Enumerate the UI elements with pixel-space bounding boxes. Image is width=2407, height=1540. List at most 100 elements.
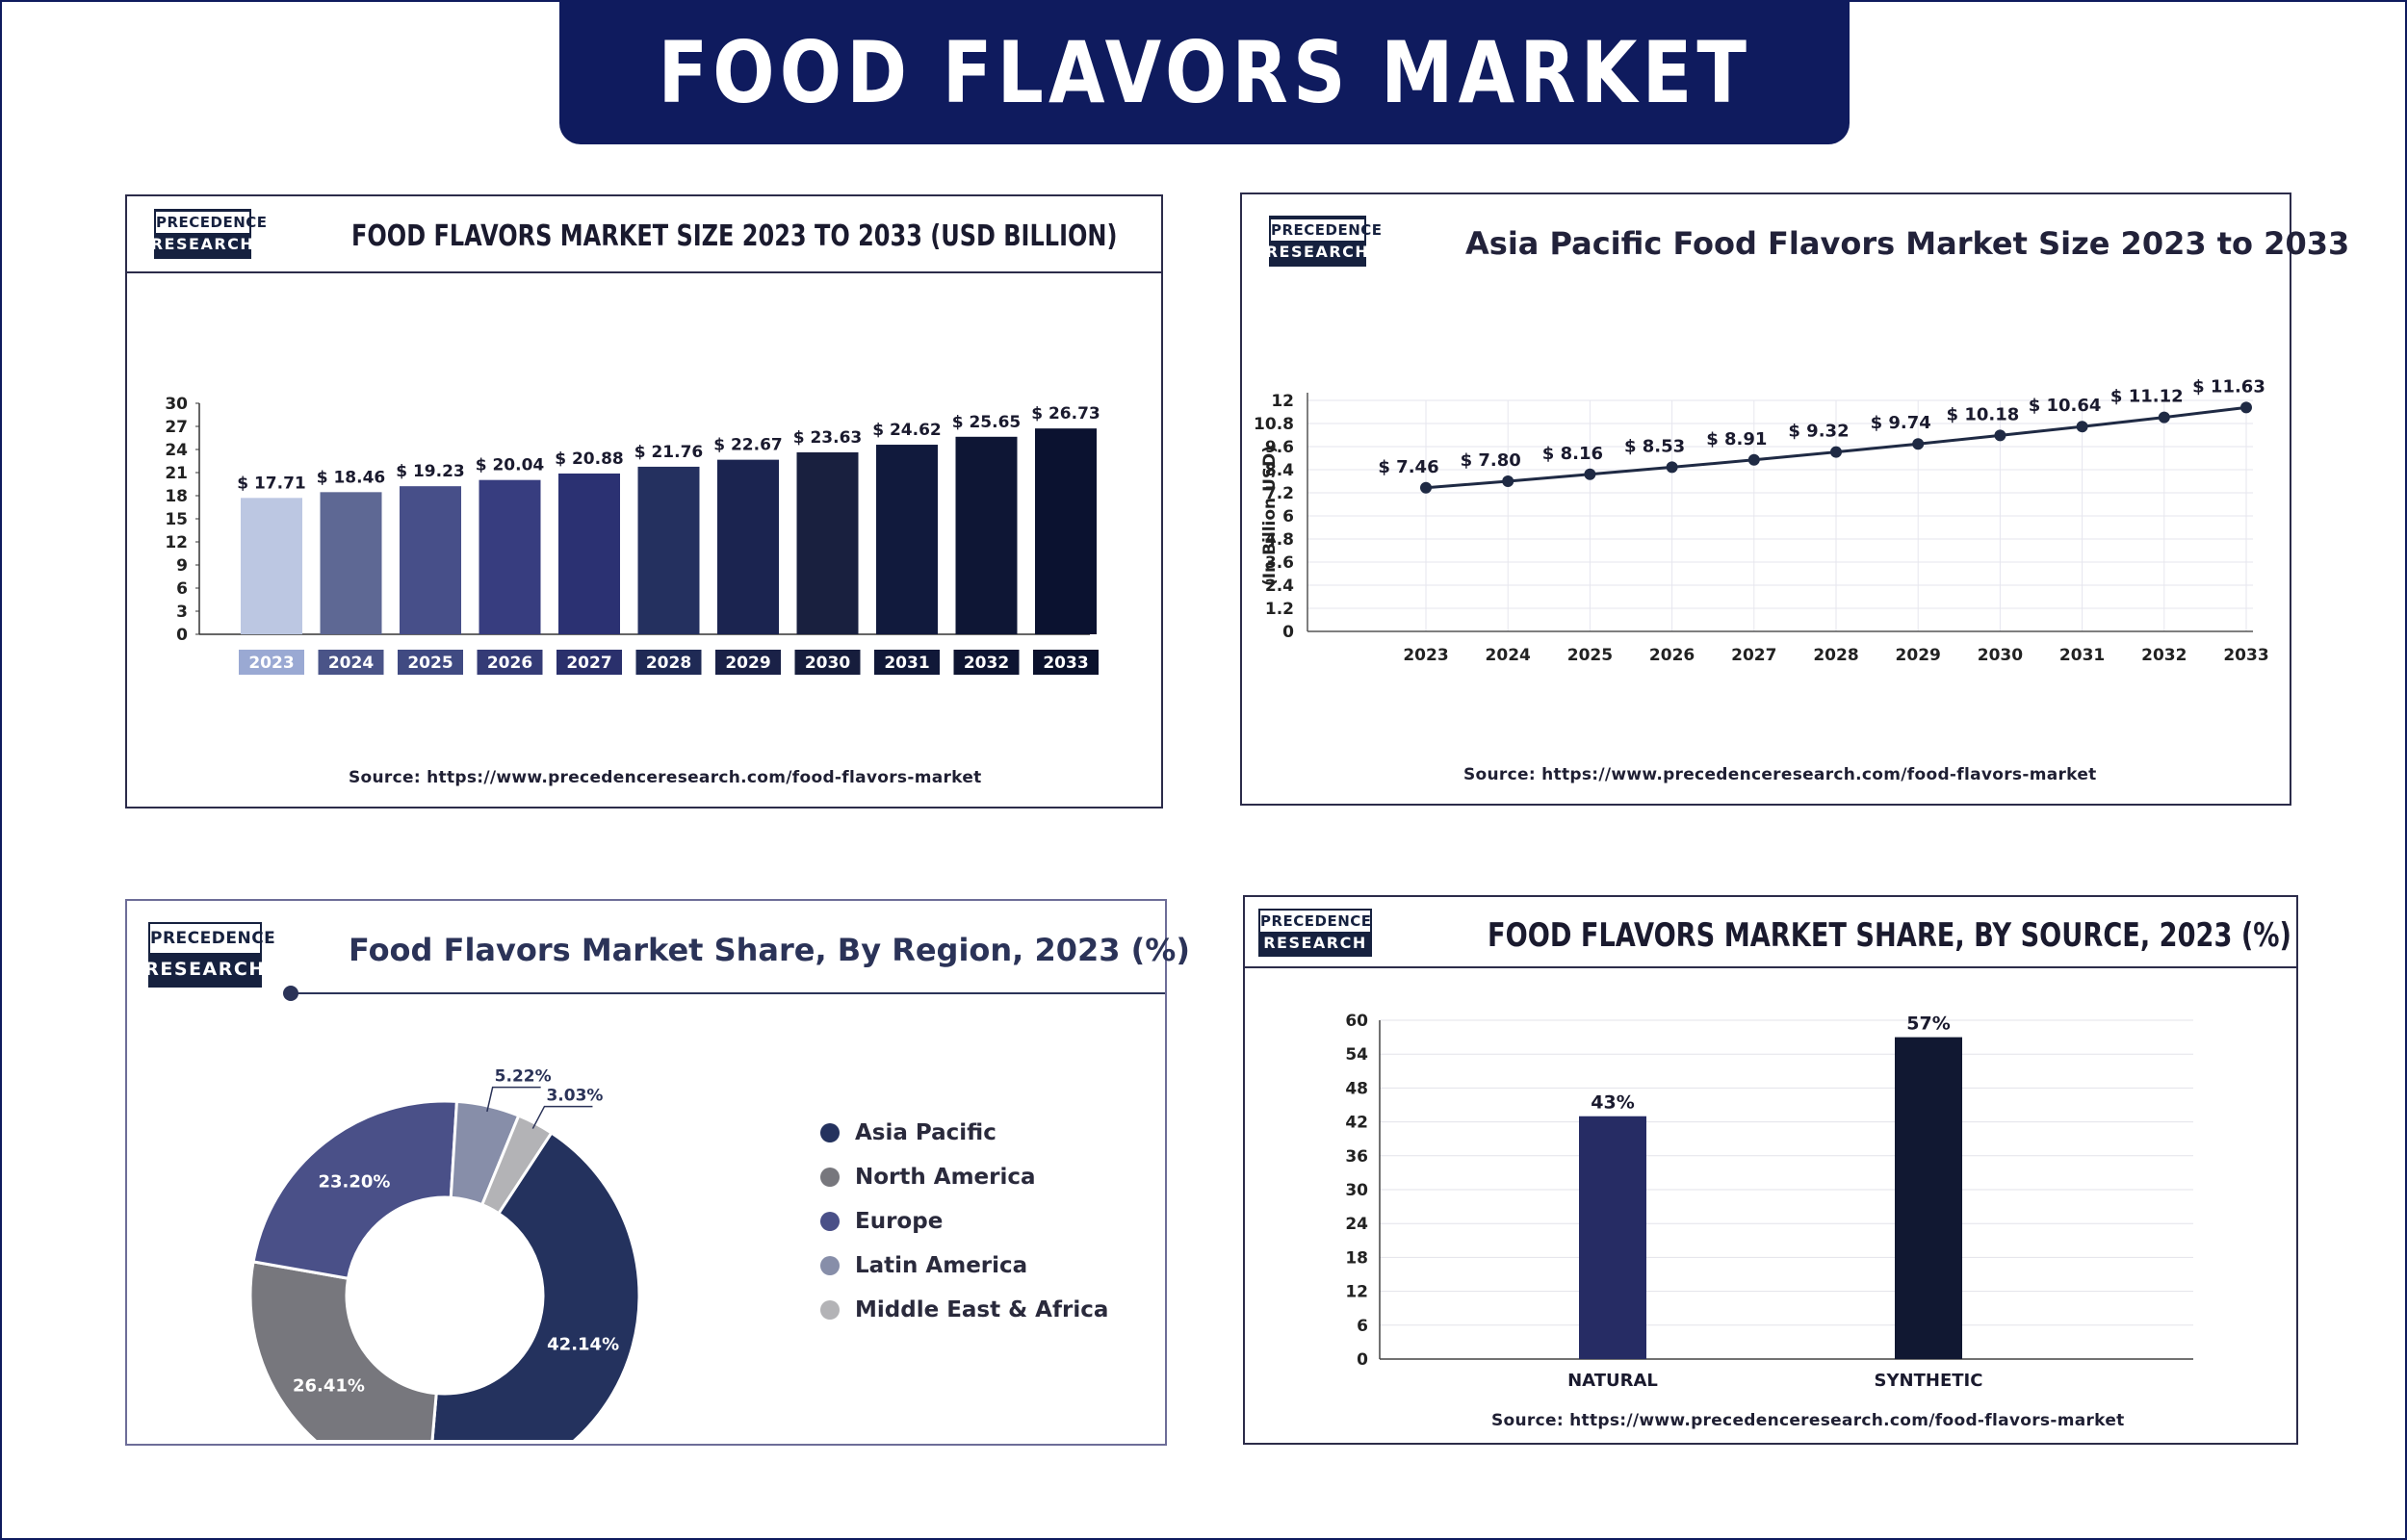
x-label-box: [1033, 650, 1099, 675]
data-label: $ 19.23: [396, 462, 465, 481]
data-label: 57%: [1906, 1014, 1950, 1035]
bar-2027: [558, 473, 620, 634]
asia-pacific-title: Asia Pacific Food Flavors Market Size 20…: [1465, 225, 2350, 262]
legend-item: North America: [820, 1155, 1108, 1199]
data-label: $ 8.16: [1542, 444, 1603, 464]
legend-item: Asia Pacific: [820, 1111, 1108, 1155]
data-label: $ 26.73: [1031, 404, 1100, 424]
x-label-box: [715, 650, 781, 675]
legend-item: Latin America: [820, 1244, 1108, 1288]
y-tick-label: 6: [1282, 507, 1294, 526]
x-label-box: [398, 650, 463, 675]
logo-line-2: RESEARCH: [144, 959, 266, 980]
page-title: FOOD FLAVORS MARKET: [658, 22, 1751, 122]
y-tick-label: 9: [176, 556, 188, 576]
data-label: $ 9.74: [1871, 413, 1931, 433]
precedence-research-logo: PRECEDENCE RESEARCH: [1258, 909, 1372, 957]
y-tick-label: 1.2: [1265, 600, 1294, 619]
bar-2028: [637, 466, 700, 634]
x-label-box: [874, 650, 940, 675]
slice-europe: [251, 1099, 459, 1281]
data-label: $ 8.91: [1706, 429, 1767, 449]
y-tick-label: 42: [1345, 1114, 1368, 1133]
y-tick-label: 54: [1345, 1045, 1368, 1065]
x-tick-label: 2027: [1731, 646, 1776, 665]
bar-natural: [1579, 1116, 1646, 1359]
data-label: $ 17.71: [237, 474, 306, 493]
data-point: [1994, 429, 2006, 442]
x-label-box: [477, 650, 543, 675]
source-share-bar-chart: 0 6 12 18 24 30 36 42 48 54 60 43% NATURAL 57% SYNTHET…: [1345, 1012, 2193, 1388]
leader-line: [486, 1086, 541, 1113]
logo-line-2: RESEARCH: [1263, 934, 1367, 952]
slice-label: 42.14%: [547, 1335, 619, 1355]
y-tick-label: 7.2: [1265, 484, 1294, 503]
y-tick-label: 3: [176, 603, 188, 622]
x-label-box: [239, 650, 304, 675]
bar-2033: [1035, 428, 1097, 634]
data-label: $ 21.76: [634, 443, 704, 462]
header-divider: [1245, 966, 2296, 968]
x-tick-label: 2031: [2059, 646, 2105, 665]
x-label-box: [635, 650, 702, 675]
slice-label: 5.22%: [495, 1067, 552, 1087]
legend-swatch: [820, 1123, 840, 1142]
data-point: [1502, 475, 1514, 487]
y-tick-label: 30: [165, 395, 188, 414]
y-tick-label: 0: [176, 626, 188, 645]
market-size-title: FOOD FLAVORS MARKET SIZE 2023 TO 2033 (U…: [351, 219, 1118, 253]
region-share-title: Food Flavors Market Share, By Region, 20…: [349, 932, 1190, 968]
legend-item: Europe: [820, 1199, 1108, 1244]
x-tick-label: 2028: [646, 654, 691, 673]
y-tick-label: 0: [1357, 1350, 1368, 1370]
data-label: $ 11.12: [2110, 387, 2184, 407]
y-tick-label: 24: [165, 441, 188, 460]
data-point: [1747, 453, 1760, 466]
bar-2026: [479, 479, 541, 634]
asia-pacific-line-chart: 0 1.2 2.4 3.6 4.8 6 7.2 8.4 9.6 10.8 12 2023 2024 202…: [1254, 376, 2269, 665]
x-tick-label: 2030: [1978, 646, 2023, 665]
legend-swatch: [820, 1168, 840, 1187]
precedence-research-logo: PRECEDENCE RESEARCH: [1266, 216, 1383, 267]
bar-synthetic: [1895, 1037, 1962, 1359]
leader-line: [531, 1105, 593, 1129]
legend-item: Middle East & Africa: [820, 1288, 1108, 1332]
y-tick-label: 18: [1345, 1248, 1368, 1268]
x-tick-label: 2024: [1486, 646, 1531, 665]
data-label: $ 24.62: [872, 421, 942, 440]
market-size-bar-chart: 0 3 6 9 12 15 18 21 24 27 30 $ 17.71 2023 $ 18.46 2024…: [165, 395, 1100, 675]
data-point: [2240, 401, 2252, 414]
asia-pacific-panel: PRECEDENCE RESEARCH Asia Pacific Food Fl…: [1240, 192, 2349, 806]
data-label: $ 11.63: [2192, 376, 2265, 397]
y-tick-label: 12: [1345, 1283, 1368, 1302]
legend-label: North America: [855, 1165, 1036, 1190]
x-tick-label: SYNTHETIC: [1875, 1371, 1983, 1388]
data-point: [1830, 446, 1842, 458]
y-tick-label: 24: [1345, 1215, 1368, 1234]
y-tick-label: 10.8: [1254, 415, 1294, 434]
y-axis-label: (In Billion USD): [1260, 446, 1280, 586]
x-tick-label: 2027: [566, 654, 611, 673]
asia-pacific-source: Source: https://www.precedenceresearch.c…: [1463, 765, 2097, 784]
title-underline: [283, 986, 1165, 1001]
data-label: $ 20.88: [555, 449, 624, 469]
logo-line-2: RESEARCH: [150, 235, 255, 253]
y-tick-label: 8.4: [1265, 461, 1294, 480]
x-tick-label: 2028: [1813, 646, 1858, 665]
region-donut-chart: 42.14% 26.41% 23.20% 5.22%3.03%: [248, 1067, 641, 1440]
y-tick-label: 60: [1345, 1012, 1368, 1031]
logo-line-1: PRECEDENCE: [1271, 218, 1383, 241]
x-tick-label: NATURAL: [1567, 1371, 1658, 1388]
legend-swatch: [820, 1212, 840, 1231]
data-label: $ 22.67: [713, 436, 783, 455]
x-tick-label: 2029: [1896, 646, 1941, 665]
x-label-box: [318, 650, 384, 675]
y-tick-label: 12: [1271, 392, 1294, 411]
legend-swatch: [820, 1256, 840, 1275]
y-tick-label: 36: [1345, 1147, 1368, 1167]
bar-2025: [400, 486, 461, 634]
slice-label: 3.03%: [546, 1087, 603, 1106]
y-tick-label: 9.6: [1265, 438, 1294, 457]
bar-2030: [796, 451, 859, 634]
data-point: [2158, 411, 2170, 424]
